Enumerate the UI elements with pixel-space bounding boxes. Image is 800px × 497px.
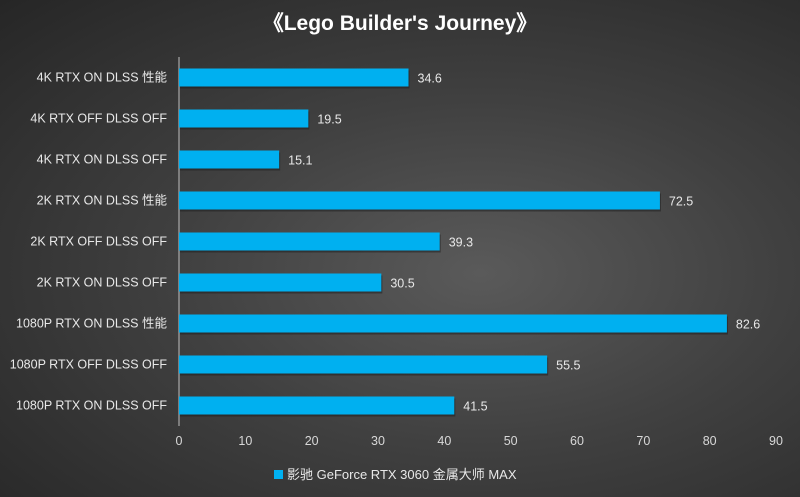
bar	[179, 191, 660, 210]
category-label: 4K RTX OFF DLSS OFF	[30, 112, 167, 126]
x-tick-label: 30	[371, 434, 385, 448]
category-label: 4K RTX ON DLSS OFF	[37, 153, 168, 167]
category-label: 4K RTX ON DLSS 性能	[37, 71, 168, 85]
x-tick-label: 20	[305, 434, 319, 448]
x-tick-label: 90	[769, 434, 783, 448]
bar	[179, 109, 309, 128]
category-label: 1080P RTX ON DLSS 性能	[16, 317, 167, 331]
category-label: 2K RTX ON DLSS OFF	[37, 276, 168, 290]
bar	[179, 150, 280, 169]
data-label: 72.5	[669, 195, 693, 209]
x-tick-label: 60	[570, 434, 584, 448]
category-label: 2K RTX OFF DLSS OFF	[30, 235, 167, 249]
data-label: 41.5	[463, 400, 487, 414]
data-label: 82.6	[736, 318, 760, 332]
x-tick-label: 80	[703, 434, 717, 448]
x-tick-label: 50	[504, 434, 518, 448]
data-label: 15.1	[288, 154, 312, 168]
data-label: 30.5	[390, 277, 414, 291]
data-label: 55.5	[556, 359, 580, 373]
x-tick-label: 70	[636, 434, 650, 448]
data-label: 19.5	[317, 113, 341, 127]
bar	[179, 68, 409, 87]
legend-swatch	[274, 470, 283, 479]
bar	[179, 314, 727, 333]
chart-title: 《Lego Builder's Journey》	[263, 11, 538, 35]
category-label: 2K RTX ON DLSS 性能	[37, 194, 168, 208]
data-label: 34.6	[418, 72, 442, 86]
legend-label: 影驰 GeForce RTX 3060 金属大师 MAX	[287, 467, 517, 482]
bar	[179, 396, 455, 415]
x-tick-label: 0	[176, 434, 183, 448]
bar	[179, 355, 548, 374]
x-tick-label: 10	[238, 434, 252, 448]
bar	[179, 273, 382, 292]
category-label: 1080P RTX OFF DLSS OFF	[10, 358, 168, 372]
category-label: 1080P RTX ON DLSS OFF	[16, 399, 167, 413]
bar	[179, 232, 440, 251]
data-label: 39.3	[449, 236, 473, 250]
x-tick-label: 40	[437, 434, 451, 448]
legend: 影驰 GeForce RTX 3060 金属大师 MAX	[274, 467, 517, 482]
